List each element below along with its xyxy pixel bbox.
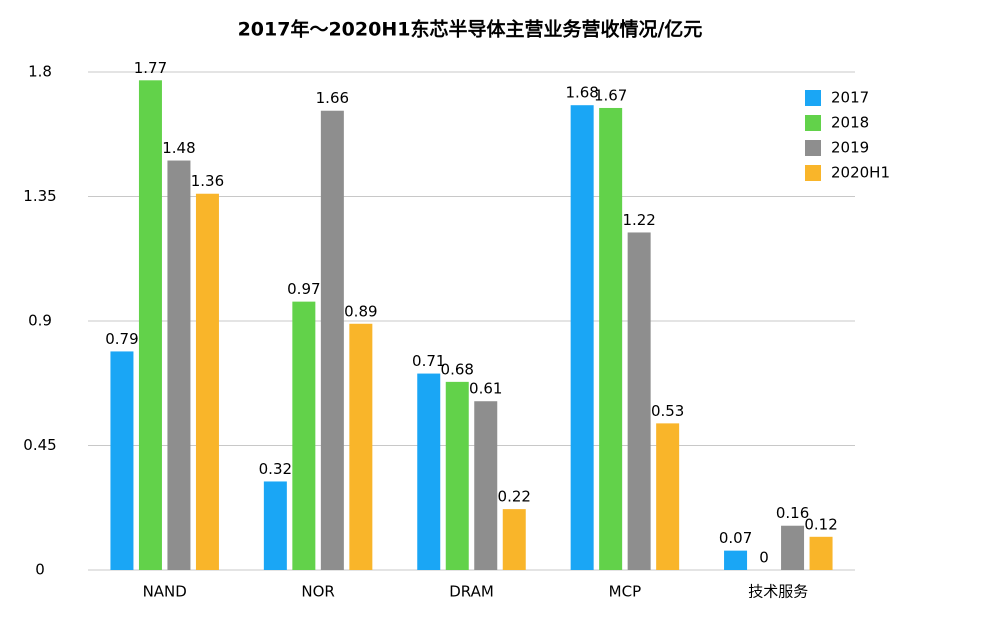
bar — [724, 550, 748, 570]
y-tick-label: 0 — [35, 561, 45, 579]
bar — [110, 351, 134, 570]
bar — [320, 110, 344, 570]
x-tick-label: DRAM — [449, 583, 494, 601]
data-label: 0.79 — [105, 330, 138, 348]
x-tick-label: NOR — [301, 583, 334, 601]
bar — [167, 160, 191, 571]
data-label: 0.16 — [776, 504, 809, 522]
legend-swatch — [805, 90, 821, 106]
bar — [263, 481, 287, 570]
data-label: 0.61 — [469, 380, 502, 398]
bar — [781, 525, 805, 570]
data-label: 1.67 — [594, 86, 627, 104]
legend-label: 2017 — [831, 89, 869, 107]
y-tick-label: 1.35 — [23, 187, 56, 205]
bar — [656, 423, 680, 570]
data-label: 0.32 — [259, 460, 292, 478]
bar — [809, 536, 833, 570]
legend-swatch — [805, 115, 821, 131]
data-label: 1.68 — [565, 84, 598, 102]
data-label: 0.07 — [719, 529, 752, 547]
x-tick-label: 技术服务 — [748, 583, 808, 601]
data-label: 0.22 — [498, 488, 531, 506]
bar — [138, 80, 162, 571]
bar — [570, 105, 594, 570]
chart-title: 2017年～2020H1东芯半导体主营业务营收情况/亿元 — [238, 18, 703, 41]
bar — [417, 373, 441, 570]
data-label: 0.12 — [804, 515, 837, 533]
data-label: 0.71 — [412, 352, 445, 370]
data-label: 0.89 — [344, 302, 377, 320]
bar — [502, 509, 526, 570]
y-tick-label: 0.9 — [28, 312, 52, 330]
bar — [195, 193, 219, 570]
data-label: 0.68 — [441, 360, 474, 378]
data-label: 1.77 — [134, 59, 167, 77]
bar — [599, 107, 623, 570]
legend-label: 2020H1 — [831, 164, 890, 182]
legend-label: 2019 — [831, 139, 869, 157]
y-tick-label: 0.45 — [23, 436, 56, 454]
data-label: 1.66 — [316, 89, 349, 107]
x-tick-label: NAND — [143, 583, 187, 601]
data-label: 1.48 — [162, 139, 195, 157]
bar — [292, 301, 316, 570]
data-label: 0 — [759, 549, 769, 567]
x-tick-label: MCP — [609, 583, 641, 601]
data-label: 0.53 — [651, 402, 684, 420]
data-label: 0.97 — [287, 280, 320, 298]
bar — [627, 232, 651, 570]
bar — [474, 401, 498, 570]
legend-label: 2018 — [831, 114, 869, 132]
legend-swatch — [805, 165, 821, 181]
data-label: 1.22 — [622, 211, 655, 229]
data-label: 1.36 — [191, 172, 224, 190]
bar — [445, 381, 469, 570]
bar — [349, 323, 373, 570]
legend-swatch — [805, 140, 821, 156]
y-tick-label: 1.8 — [28, 63, 52, 81]
